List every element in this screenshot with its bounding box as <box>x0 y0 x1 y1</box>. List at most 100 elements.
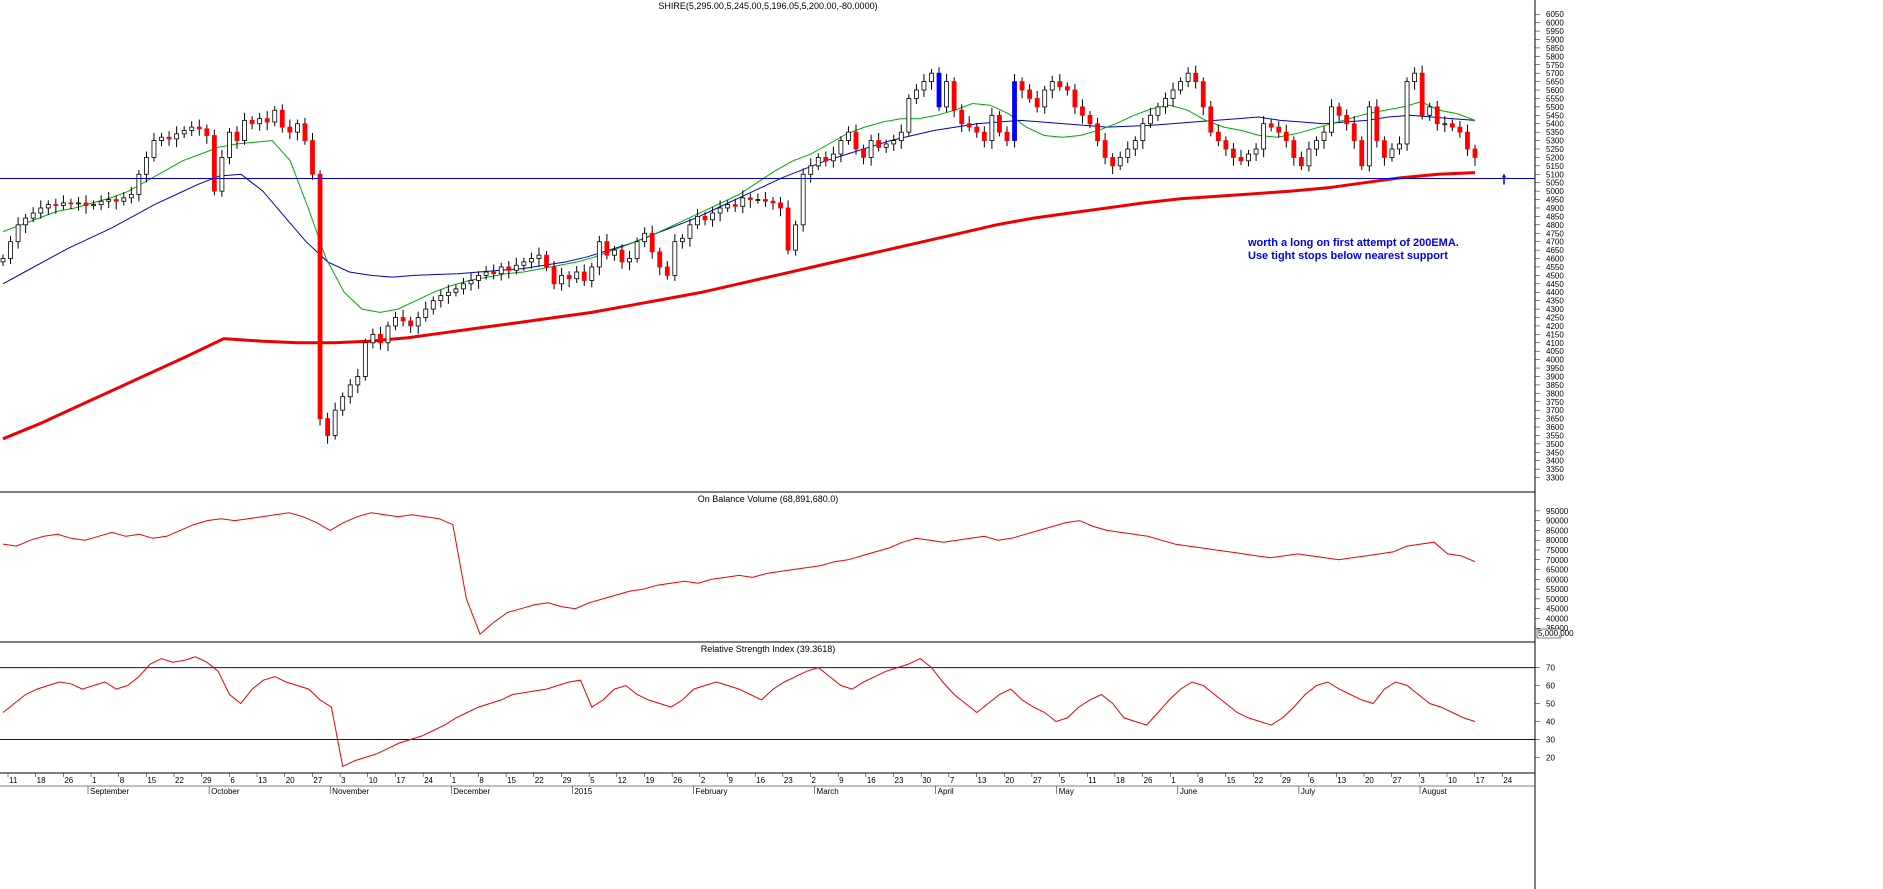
candle-body <box>1019 81 1025 91</box>
ema-200-line <box>2 171 1476 441</box>
candle-body <box>800 173 806 226</box>
candle-body <box>1057 81 1063 88</box>
price-axis-tick-label: 5600 <box>1546 86 1564 95</box>
date-axis-day-label: 27 <box>1033 776 1042 785</box>
price-axis-tick-label: 5700 <box>1546 69 1564 78</box>
candle-body <box>1382 140 1387 158</box>
candle-body <box>732 204 738 207</box>
candle-body <box>1344 114 1350 125</box>
date-axis-day-label: 20 <box>1365 776 1374 785</box>
price-axis-tick-label: 4600 <box>1546 255 1564 264</box>
candle-body <box>642 232 648 243</box>
price-axis-tick-label: 3650 <box>1546 415 1564 424</box>
price-axis-tick-label: 4300 <box>1546 305 1564 314</box>
candle-body <box>1314 140 1319 150</box>
candle-body <box>362 342 368 377</box>
candle-body <box>861 148 866 158</box>
candle-body <box>529 258 534 263</box>
candle-body <box>974 126 980 133</box>
date-axis-day-label: 29 <box>203 776 212 785</box>
candle-body <box>166 136 172 140</box>
candle-body <box>679 237 685 243</box>
candle-body <box>181 130 187 135</box>
price-axis-tick-label: 3450 <box>1546 448 1564 457</box>
candle-body <box>1095 123 1100 141</box>
price-axis-tick-label: 4800 <box>1546 221 1564 230</box>
obv-axis-tick-label: 70000 <box>1546 556 1569 565</box>
candle-body <box>1148 114 1153 125</box>
candle-body <box>1004 131 1010 141</box>
obv-series <box>2 512 1476 635</box>
obv-bottom-tick-box <box>1536 628 1562 639</box>
rsi-axis-tick-label: 20 <box>1546 753 1555 762</box>
price-axis-tick-label: 4350 <box>1546 297 1564 306</box>
candle-body <box>91 204 96 207</box>
price-axis-tick-label: 3800 <box>1546 389 1564 398</box>
candle-body <box>536 254 542 259</box>
price-axis-tick-label: 3500 <box>1546 440 1564 449</box>
candle-body <box>747 197 753 200</box>
date-axis-day-label: 15 <box>507 776 516 785</box>
price-axis-tick-label: 4200 <box>1546 322 1564 331</box>
date-axis-day-label: 29 <box>1282 776 1291 785</box>
candle-body <box>83 202 89 206</box>
price-axis-tick-label: 4950 <box>1546 196 1564 205</box>
candle-body <box>1170 89 1176 99</box>
price-axis-tick-label: 4750 <box>1546 229 1564 238</box>
date-axis-day-label: 15 <box>1227 776 1236 785</box>
date-axis-day-label: 22 <box>175 776 184 785</box>
candle-body <box>1072 89 1078 108</box>
price-axis-tick-label: 4100 <box>1546 339 1564 348</box>
candle-body <box>1283 131 1289 141</box>
candle-body <box>1366 106 1372 167</box>
candle-body <box>340 396 346 411</box>
candle-body <box>159 136 164 141</box>
rsi-axis-tick-label: 30 <box>1546 735 1555 744</box>
date-axis-month-label: December <box>453 787 490 796</box>
date-axis-day-label: 23 <box>784 776 793 785</box>
candle-body <box>1261 123 1267 150</box>
obv-axis-tick-label: 95000 <box>1546 507 1569 516</box>
candle-body <box>544 254 549 268</box>
candle-body <box>725 204 731 209</box>
date-axis-day-label: 9 <box>728 776 733 785</box>
candle-body <box>596 241 602 268</box>
ema-200-series <box>2 171 1476 441</box>
candle-body <box>1404 81 1410 145</box>
date-axis-month-label: March <box>817 787 839 796</box>
candle-body <box>793 224 799 251</box>
candle-body <box>189 126 195 131</box>
candle-body <box>808 165 814 175</box>
date-axis-day-label: 5 <box>590 776 595 785</box>
candle-body <box>649 232 655 253</box>
price-axis-tick-label: 6050 <box>1546 10 1564 19</box>
price-axis-tick-label: 5750 <box>1546 61 1564 70</box>
candle-body <box>755 199 761 201</box>
date-axis-month-label: May <box>1059 787 1074 796</box>
candle-body <box>1034 98 1040 108</box>
candle-body <box>830 153 836 162</box>
price-axis-tick-label: 5400 <box>1546 120 1564 129</box>
candle-body <box>1427 106 1433 116</box>
price-axis-tick-label: 3950 <box>1546 364 1564 373</box>
rsi-axis: 20 30 40 50 60 70 <box>1535 664 1555 762</box>
candle-body <box>204 128 210 136</box>
candle-body <box>347 384 353 398</box>
date-axis-month-label: September <box>90 787 129 796</box>
candle-body <box>174 133 180 140</box>
candle-body <box>513 264 519 271</box>
obv-axis-tick-label: 35000 <box>1546 624 1569 633</box>
price-axis-tick-label: 4400 <box>1546 288 1564 297</box>
obv-axis-tick-label: 85000 <box>1546 526 1569 535</box>
candle-body <box>913 89 919 99</box>
date-axis-day-label: 26 <box>64 776 73 785</box>
date-axis-day-label: 18 <box>37 776 46 785</box>
candle-body <box>740 197 746 207</box>
candle-body <box>1253 148 1259 155</box>
date-axis-day-label: 8 <box>1199 776 1204 785</box>
date-axis-day-label: 9 <box>839 776 844 785</box>
annotation-line-2: Use tight stops below nearest support <box>1248 250 1448 262</box>
price-axis-tick-label: 4500 <box>1546 271 1564 280</box>
candle-body <box>1110 157 1116 167</box>
